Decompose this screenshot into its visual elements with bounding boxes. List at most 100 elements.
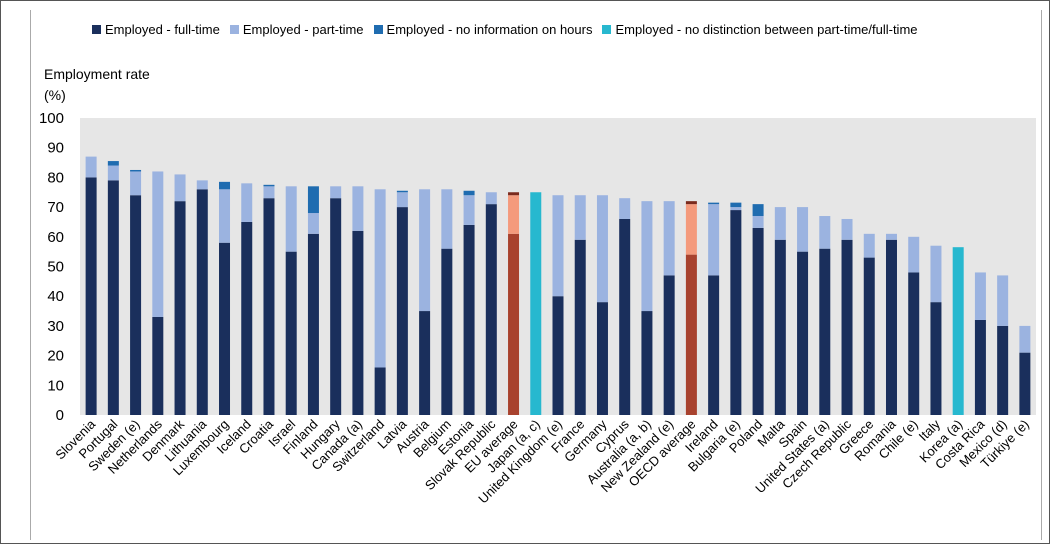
bar-segment-no-info: [307, 186, 319, 214]
bar-segment-no-info: [508, 192, 520, 196]
y-axis-title-line1: Employment rate: [44, 66, 150, 82]
bar-segment-full-time: [241, 221, 253, 415]
bar-segment-part-time: [974, 272, 986, 320]
bar-segment-part-time: [685, 204, 697, 255]
bar-segment-part-time: [908, 236, 920, 273]
y-tick-label: 50: [47, 259, 64, 276]
bar-segment-part-time: [774, 207, 786, 240]
chart-legend: Employed - full-time Employed - part-tim…: [92, 22, 928, 37]
bar-segment-part-time: [485, 192, 497, 205]
bar-segment-full-time: [307, 233, 319, 415]
bar-segment-part-time: [107, 165, 119, 181]
bar-segment-full-time: [352, 230, 364, 415]
bar-segment-part-time: [663, 201, 675, 276]
bar-segment-full-time: [374, 367, 386, 415]
bar-segment-full-time: [463, 224, 475, 415]
bar-segment-part-time: [152, 171, 164, 317]
bar-segment-no-info: [130, 169, 142, 172]
bar-segment-part-time: [130, 171, 142, 196]
chart-panel: [30, 10, 1042, 540]
bar-segment-no-distinction: [530, 192, 542, 415]
bar-segment-full-time: [752, 227, 764, 415]
y-axis-title: Employment rate (%): [44, 64, 150, 106]
bar-segment-no-distinction: [952, 247, 964, 415]
bar-segment-part-time: [196, 180, 208, 190]
bar-segment-full-time: [196, 189, 208, 415]
bar-segment-full-time: [330, 198, 342, 415]
bar-segment-full-time: [974, 319, 986, 415]
bar-segment-no-info: [708, 202, 720, 205]
bar-segment-full-time: [285, 251, 297, 415]
legend-item-no-info: Employed - no information on hours: [373, 22, 592, 37]
legend-swatch-no-info: [373, 25, 383, 34]
bar-segment-no-info: [463, 190, 475, 196]
bar-segment-part-time: [241, 183, 253, 222]
bar-segment-full-time: [552, 296, 564, 415]
legend-label-part-time: Employed - part-time: [242, 22, 364, 37]
bar-segment-full-time: [485, 204, 497, 415]
legend-swatch-full-time: [92, 25, 101, 34]
bar-segment-full-time: [685, 254, 697, 415]
y-tick-label: 10: [47, 377, 64, 394]
bar-segment-part-time: [752, 216, 764, 228]
bar-segment-part-time: [352, 186, 364, 231]
bar-segment-part-time: [885, 233, 897, 240]
bar-segment-full-time: [508, 233, 520, 415]
bar-segment-full-time: [841, 239, 853, 415]
bar-segment-full-time: [708, 275, 720, 415]
bar-segment-no-info: [107, 161, 119, 166]
bar-segment-part-time: [285, 186, 297, 252]
legend-item-full-time: Employed - full-time: [92, 22, 220, 37]
bar-segment-no-info: [263, 184, 275, 187]
bar-segment-part-time: [930, 245, 942, 303]
y-tick-label: 90: [47, 140, 64, 157]
bar-segment-full-time: [1019, 352, 1031, 415]
legend-swatch-part-time: [229, 25, 239, 34]
bar-segment-full-time: [619, 218, 631, 415]
bar-segment-full-time: [396, 207, 408, 415]
bar-segment-part-time: [730, 207, 742, 211]
bar-segment-part-time: [997, 275, 1009, 326]
bar-segment-full-time: [574, 239, 586, 415]
bar-segment-part-time: [396, 192, 408, 208]
bar-segment-part-time: [508, 195, 520, 234]
bar-segment-full-time: [774, 239, 786, 415]
bar-segment-part-time: [841, 218, 853, 240]
y-tick-label: 70: [47, 199, 64, 216]
bar-segment-no-info: [752, 204, 764, 217]
bar-segment-full-time: [863, 257, 875, 415]
bar-segment-full-time: [419, 311, 431, 415]
bar-segment-part-time: [219, 189, 231, 243]
bar-segment-full-time: [997, 325, 1009, 415]
bar-segment-no-info: [730, 202, 742, 208]
bar-segment-full-time: [663, 275, 675, 415]
bar-segment-part-time: [263, 186, 275, 199]
bar-segment-full-time: [219, 242, 231, 415]
bar-segment-part-time: [463, 195, 475, 225]
bar-segment-full-time: [130, 195, 142, 415]
bar-segment-full-time: [152, 316, 164, 415]
legend-item-no-distinction: Employed - no distinction between part-t…: [602, 22, 918, 37]
bar-segment-part-time: [441, 189, 453, 249]
legend-item-part-time: Employed - part-time: [229, 22, 364, 37]
bar-segment-no-info: [685, 201, 697, 205]
bar-segment-full-time: [885, 239, 897, 415]
bar-segment-part-time: [552, 195, 564, 297]
bar-segment-full-time: [441, 248, 453, 415]
bar-segment-part-time: [863, 233, 875, 258]
bar-segment-part-time: [596, 195, 608, 303]
y-tick-label: 40: [47, 288, 64, 305]
bar-segment-full-time: [819, 248, 831, 415]
bar-segment-part-time: [708, 204, 720, 276]
bar-segment-part-time: [374, 189, 386, 368]
legend-swatch-no-distinction: [602, 25, 612, 34]
bar-segment-full-time: [641, 311, 653, 415]
bar-segment-part-time: [797, 207, 809, 252]
bar-segment-full-time: [85, 177, 97, 415]
bar-segment-full-time: [730, 210, 742, 415]
bar-segment-part-time: [574, 195, 586, 240]
bar-segment-full-time: [596, 302, 608, 415]
y-tick-label: 20: [47, 348, 64, 365]
y-tick-label: 30: [47, 318, 64, 335]
